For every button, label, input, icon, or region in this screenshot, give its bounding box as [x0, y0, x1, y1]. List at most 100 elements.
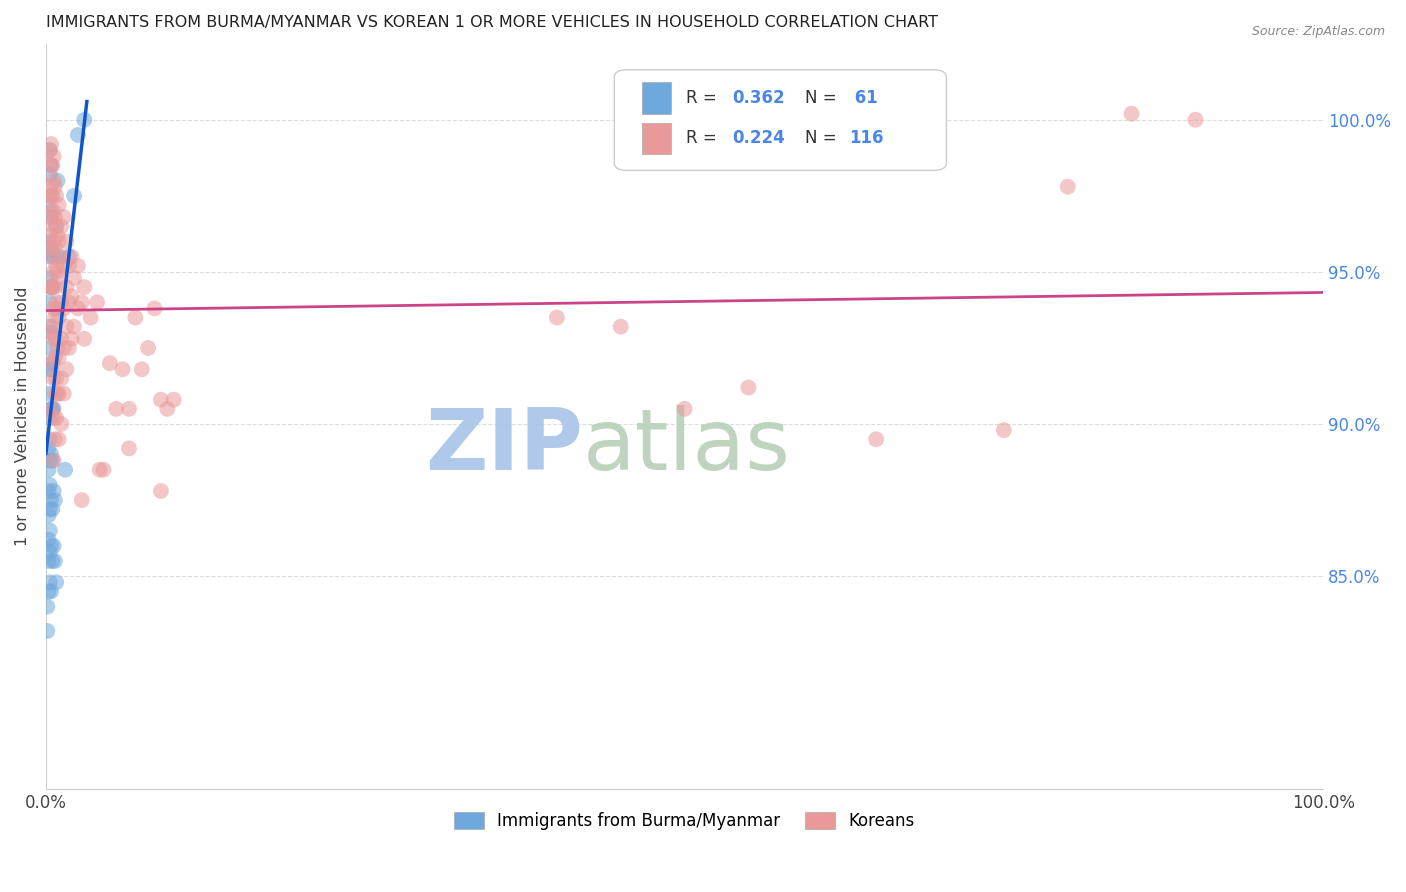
- Point: [39, 401, 62, 416]
- Point: [45, 259, 67, 273]
- Point: [46, 386, 69, 401]
- Point: [45, 295, 67, 310]
- Point: [38, 575, 60, 590]
- Point: [38, 143, 60, 157]
- Point: [42, 250, 65, 264]
- Point: [38, 228, 60, 243]
- Point: [51, 332, 73, 346]
- Point: [42, 411, 65, 425]
- Point: [42, 371, 65, 385]
- Point: [41, 319, 63, 334]
- Point: [42, 265, 65, 279]
- Point: [53, 463, 76, 477]
- Point: [46, 228, 69, 243]
- Point: [45, 219, 67, 234]
- Point: [48, 250, 70, 264]
- Point: [44, 310, 66, 325]
- Point: [42, 401, 65, 416]
- Point: [118, 401, 141, 416]
- Point: [45, 189, 67, 203]
- Point: [143, 301, 166, 316]
- Point: [39, 241, 62, 255]
- Point: [38, 554, 60, 568]
- Point: [993, 423, 1015, 437]
- Point: [37, 624, 59, 638]
- Point: [48, 271, 70, 285]
- Point: [44, 386, 66, 401]
- Point: [39, 362, 62, 376]
- Point: [51, 295, 73, 310]
- Point: [42, 332, 65, 346]
- Point: [39, 158, 62, 172]
- Point: [124, 310, 146, 325]
- Point: [45, 332, 67, 346]
- Point: [41, 401, 63, 416]
- Point: [46, 265, 69, 279]
- Point: [39, 326, 62, 340]
- Point: [45, 219, 67, 234]
- Point: [38, 508, 60, 523]
- Point: [55, 319, 77, 334]
- Point: [41, 189, 63, 203]
- Text: IMMIGRANTS FROM BURMA/MYANMAR VS KOREAN 1 OR MORE VEHICLES IN HOUSEHOLD CORRELAT: IMMIGRANTS FROM BURMA/MYANMAR VS KOREAN …: [46, 15, 938, 30]
- Point: [39, 158, 62, 172]
- Point: [46, 341, 69, 355]
- Point: [111, 362, 134, 376]
- Point: [105, 401, 128, 416]
- Point: [38, 189, 60, 203]
- Point: [41, 280, 63, 294]
- Point: [118, 442, 141, 456]
- Point: [38, 271, 60, 285]
- Point: [52, 386, 75, 401]
- Text: 61: 61: [849, 89, 879, 107]
- Point: [41, 401, 63, 416]
- Point: [1056, 179, 1078, 194]
- Point: [46, 173, 69, 187]
- Point: [41, 554, 63, 568]
- Point: [37, 599, 59, 614]
- Point: [73, 280, 96, 294]
- Point: [38, 453, 60, 467]
- Point: [39, 210, 62, 224]
- Text: 0.224: 0.224: [731, 129, 785, 147]
- Text: ZIP: ZIP: [425, 405, 582, 488]
- Point: [38, 198, 60, 212]
- FancyBboxPatch shape: [643, 82, 671, 114]
- Point: [52, 259, 75, 273]
- Point: [39, 241, 62, 255]
- Point: [38, 341, 60, 355]
- Point: [41, 356, 63, 370]
- Point: [73, 332, 96, 346]
- Point: [1121, 106, 1143, 120]
- Point: [39, 493, 62, 508]
- Point: [38, 483, 60, 498]
- Point: [39, 204, 62, 219]
- Point: [66, 259, 89, 273]
- Point: [58, 341, 80, 355]
- Text: 0.362: 0.362: [731, 89, 785, 107]
- Point: [546, 310, 568, 325]
- Point: [39, 137, 62, 152]
- Point: [38, 463, 60, 477]
- Point: [38, 478, 60, 492]
- Point: [51, 371, 73, 385]
- Point: [58, 250, 80, 264]
- Point: [48, 350, 70, 364]
- Point: [93, 463, 115, 477]
- Point: [55, 235, 77, 249]
- Point: [41, 453, 63, 467]
- Point: [737, 380, 759, 394]
- Text: atlas: atlas: [582, 405, 790, 488]
- Point: [44, 280, 66, 294]
- Point: [48, 432, 70, 446]
- Point: [42, 204, 65, 219]
- Point: [39, 189, 62, 203]
- Point: [60, 289, 83, 303]
- Point: [38, 524, 60, 538]
- Point: [38, 168, 60, 182]
- Point: [52, 341, 75, 355]
- Point: [39, 280, 62, 294]
- Point: [48, 198, 70, 212]
- Point: [89, 463, 111, 477]
- Point: [63, 189, 86, 203]
